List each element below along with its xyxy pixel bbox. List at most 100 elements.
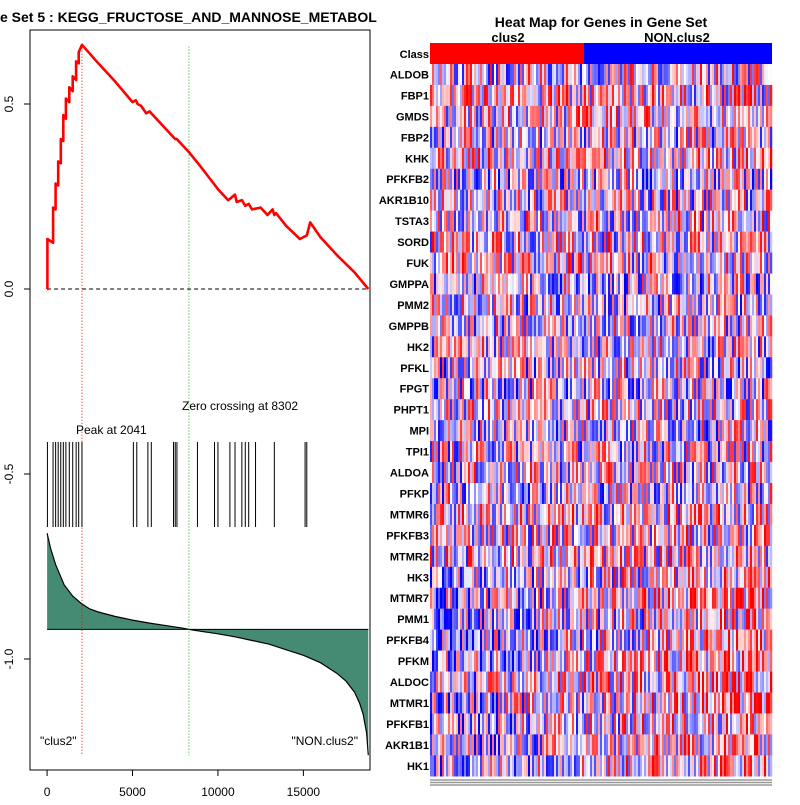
heatmap-cell [658,609,660,630]
heatmap-cell [718,274,720,295]
heatmap-cell [678,441,680,462]
heatmap-cell [486,127,488,148]
heatmap-cell [632,253,634,274]
heatmap-cell [654,211,656,232]
heatmap-cell [720,546,722,567]
heatmap-cell [446,588,448,609]
heatmap-cell [620,106,622,127]
heatmap-cell [676,253,678,274]
heatmap-cell [656,399,658,420]
heatmap-cell [580,64,582,85]
heatmap-cell [430,630,432,651]
heatmap-cell [500,106,502,127]
heatmap-cell [608,483,610,504]
heatmap-cell [432,190,434,211]
heatmap-cell [658,525,660,546]
heatmap-cell [698,525,700,546]
heatmap-cell [504,420,506,441]
heatmap-cell [578,190,580,211]
heatmap-cell [522,190,524,211]
heatmap-cell [622,190,624,211]
heatmap-cell [682,211,684,232]
heatmap-cell [762,148,764,169]
heatmap-cell [762,567,764,588]
heatmap-cell [758,630,760,651]
heatmap-cell [440,630,442,651]
heatmap-cell [682,546,684,567]
heatmap-cell [684,546,686,567]
heatmap-cell [726,106,728,127]
heatmap-cell [474,64,476,85]
heatmap-cell [762,357,764,378]
heatmap-cell [736,127,738,148]
heatmap-cell [442,274,444,295]
heatmap-cell [622,609,624,630]
heatmap-cell [496,588,498,609]
heatmap-cell [620,127,622,148]
heatmap-cell [436,85,438,106]
heatmap-cell [576,274,578,295]
heatmap-cell [488,336,490,357]
heatmap-cell [648,64,650,85]
heatmap-cell [650,609,652,630]
heatmap-cell [496,378,498,399]
heatmap-cell [596,504,598,525]
heatmap-cell [534,567,536,588]
heatmap-cell [698,253,700,274]
heatmap-cell [460,211,462,232]
heatmap-cell [638,420,640,441]
heatmap-cell [498,546,500,567]
heatmap-cell [584,525,586,546]
heatmap-cell [624,127,626,148]
heatmap-cell [436,336,438,357]
heatmap-cell [446,315,448,336]
heatmap-cell [604,211,606,232]
heatmap-cell [510,190,512,211]
heatmap-cell [706,253,708,274]
heatmap-cell [450,64,452,85]
heatmap-cell [626,546,628,567]
heatmap-cell [602,357,604,378]
heatmap-cell [752,127,754,148]
heatmap-cell [476,169,478,190]
heatmap-cell [734,336,736,357]
heatmap-cell [752,148,754,169]
heatmap-cell [572,253,574,274]
heatmap-cell [754,441,756,462]
heatmap-cell [478,169,480,190]
heatmap-cell [474,546,476,567]
heatmap-cell [572,483,574,504]
heatmap-cell [728,357,730,378]
heatmap-cell [668,588,670,609]
heatmap-cell [460,169,462,190]
heatmap-cell [724,148,726,169]
heatmap-cell [746,315,748,336]
heatmap-cell [540,651,542,672]
heatmap-cell [732,630,734,651]
heatmap-cell [638,274,640,295]
heatmap-cell [516,567,518,588]
heatmap-cell [560,546,562,567]
heatmap-cell [546,106,548,127]
heatmap-cell [540,232,542,253]
heatmap-cell [574,525,576,546]
heatmap-cell [450,609,452,630]
heatmap-cell [646,357,648,378]
heatmap-cell [488,148,490,169]
heatmap-cell [626,253,628,274]
heatmap-cell [558,106,560,127]
heatmap-cell [670,106,672,127]
heatmap-cell [646,567,648,588]
heatmap-cell [726,483,728,504]
heatmap-cell [506,294,508,315]
heatmap-cell [522,211,524,232]
heatmap-cell [656,85,658,106]
heatmap-cell [702,211,704,232]
heatmap-cell [502,525,504,546]
heatmap-cell [570,651,572,672]
heatmap-cell [544,483,546,504]
heatmap-cell [484,85,486,106]
heatmap-cell [432,525,434,546]
heatmap-cell [590,609,592,630]
heatmap-cell [626,609,628,630]
